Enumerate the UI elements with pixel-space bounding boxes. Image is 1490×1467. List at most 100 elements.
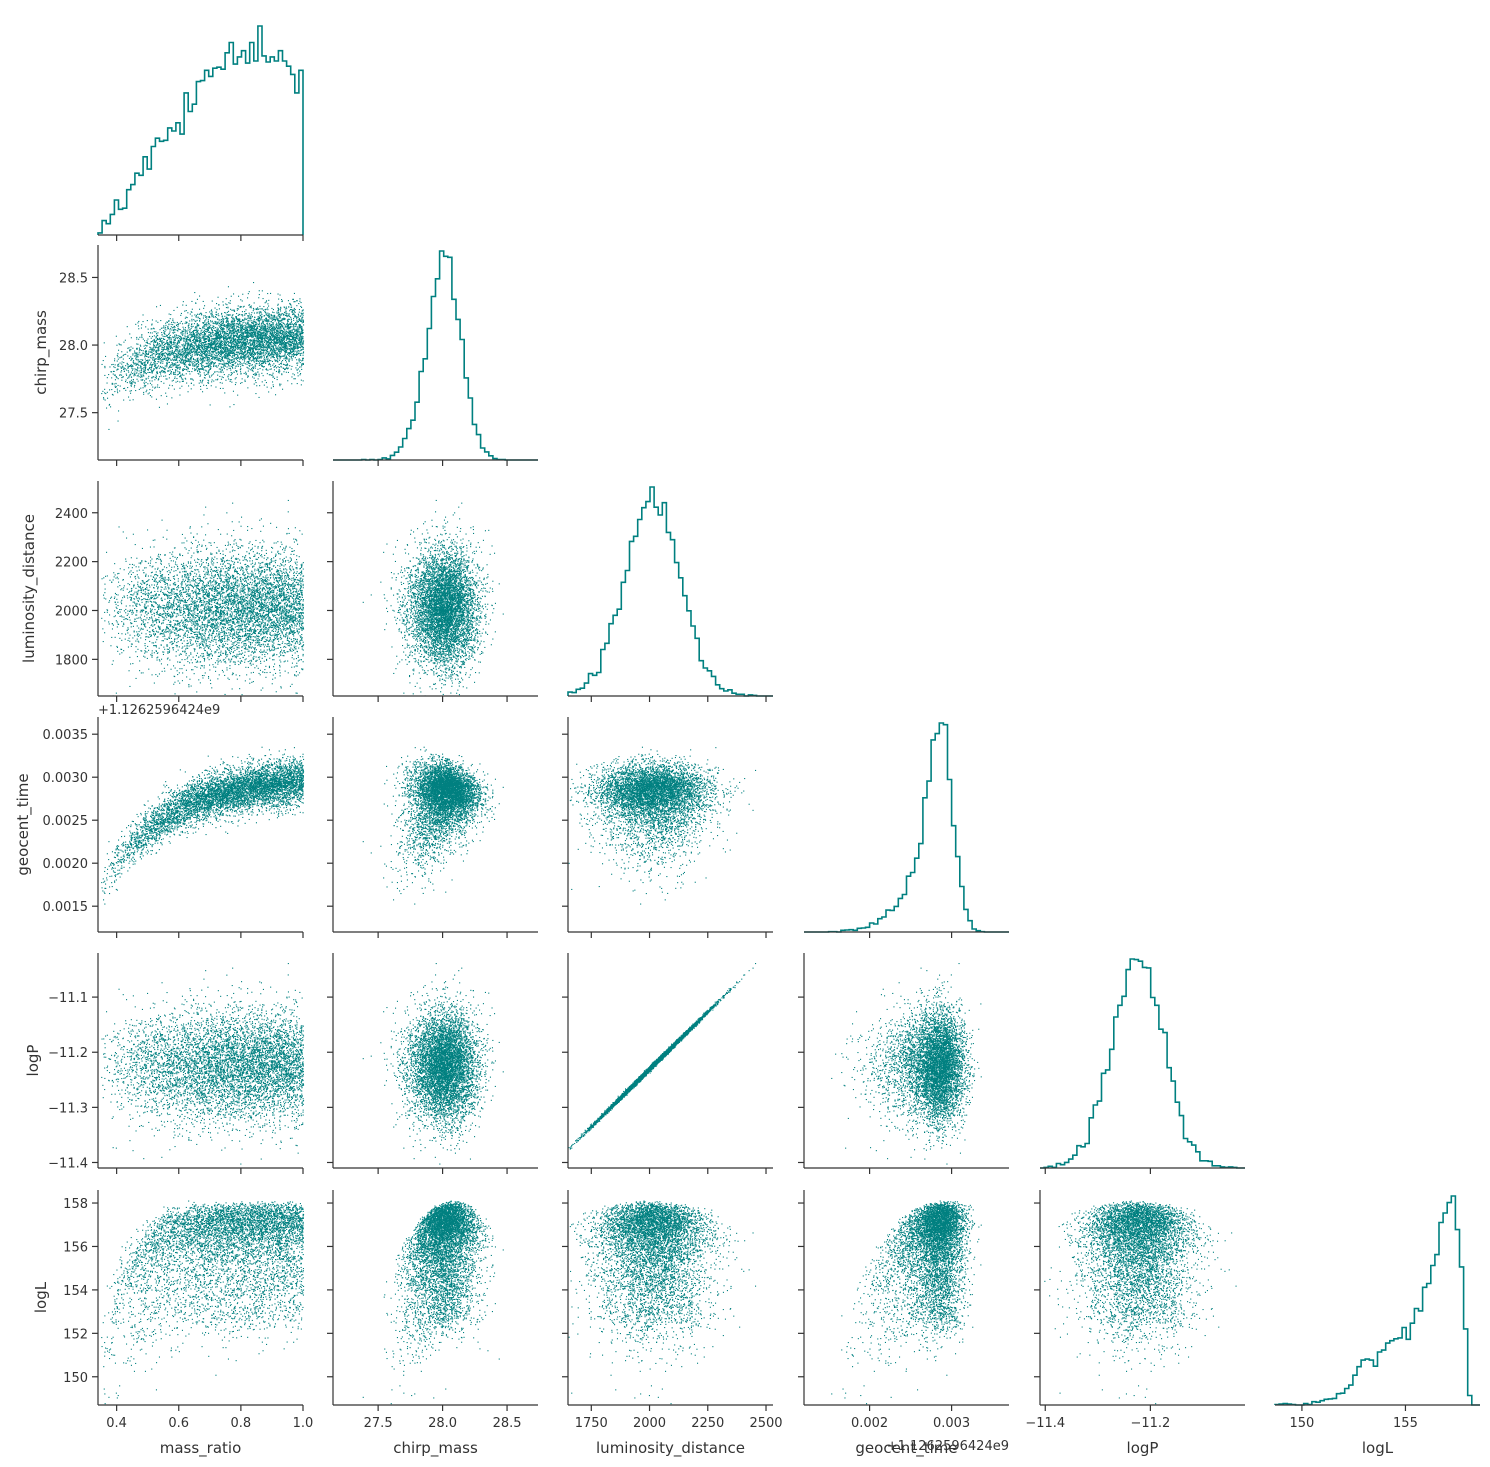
- point: [271, 375, 272, 376]
- point: [238, 308, 239, 309]
- point: [267, 334, 268, 335]
- point: [207, 358, 208, 359]
- point: [216, 346, 217, 347]
- point: [281, 314, 282, 315]
- point: [122, 366, 123, 367]
- point: [151, 384, 152, 385]
- point: [230, 370, 231, 371]
- panel-chirp_mass-vs-mass_ratio: 27.528.028.5: [59, 245, 304, 466]
- point: [282, 332, 283, 333]
- point: [244, 358, 245, 359]
- point: [179, 338, 180, 339]
- point: [191, 319, 192, 320]
- point: [163, 336, 164, 337]
- point: [267, 293, 268, 294]
- point: [247, 339, 248, 340]
- point: [120, 363, 121, 364]
- point: [205, 317, 206, 318]
- point: [264, 319, 265, 320]
- point: [179, 395, 180, 396]
- point: [141, 336, 142, 337]
- point: [244, 380, 245, 381]
- point: [249, 304, 250, 305]
- point: [298, 375, 299, 376]
- point: [260, 348, 261, 349]
- point: [167, 403, 168, 404]
- point: [152, 371, 153, 372]
- point: [115, 386, 116, 387]
- point: [300, 306, 301, 307]
- point: [212, 321, 213, 322]
- point: [155, 354, 156, 355]
- point: [152, 357, 153, 358]
- point: [272, 381, 273, 382]
- point: [254, 327, 255, 328]
- point: [143, 387, 144, 388]
- point: [152, 350, 153, 351]
- point: [152, 380, 153, 381]
- point: [272, 312, 273, 313]
- point: [193, 326, 194, 327]
- point: [278, 332, 279, 333]
- point: [249, 314, 250, 315]
- point: [265, 380, 266, 381]
- point: [208, 362, 209, 363]
- point: [149, 365, 150, 366]
- point: [150, 332, 151, 333]
- point: [133, 379, 134, 380]
- point: [150, 395, 151, 396]
- point: [233, 293, 234, 294]
- point: [147, 320, 148, 321]
- point: [129, 376, 130, 377]
- point: [179, 376, 180, 377]
- point: [257, 353, 258, 354]
- point: [217, 322, 218, 323]
- point: [199, 347, 200, 348]
- point: [117, 366, 118, 367]
- point: [227, 318, 228, 319]
- point: [285, 332, 286, 333]
- point: [216, 340, 217, 341]
- point: [261, 373, 262, 374]
- point: [271, 339, 272, 340]
- point: [189, 320, 190, 321]
- point: [165, 352, 166, 353]
- point: [231, 348, 232, 349]
- point: [224, 335, 225, 336]
- point: [185, 365, 186, 366]
- point: [185, 358, 186, 359]
- point: [221, 372, 222, 373]
- point: [193, 363, 194, 364]
- point: [270, 360, 271, 361]
- point: [231, 296, 232, 297]
- point: [298, 317, 299, 318]
- point: [129, 400, 130, 401]
- point: [196, 353, 197, 354]
- point: [265, 349, 266, 350]
- point: [167, 355, 168, 356]
- point: [203, 301, 204, 302]
- point: [209, 358, 210, 359]
- point: [152, 373, 153, 374]
- point: [186, 317, 187, 318]
- point: [277, 313, 278, 314]
- point: [245, 309, 246, 310]
- point: [207, 388, 208, 389]
- point: [188, 323, 189, 324]
- point: [231, 372, 232, 373]
- point: [271, 308, 272, 309]
- point: [183, 327, 184, 328]
- point: [185, 323, 186, 324]
- point: [247, 326, 248, 327]
- point: [299, 351, 300, 352]
- point: [143, 376, 144, 377]
- point: [205, 358, 206, 359]
- point: [212, 334, 213, 335]
- point: [274, 359, 275, 360]
- point: [296, 359, 297, 360]
- point: [266, 301, 267, 302]
- point: [193, 361, 194, 362]
- point: [199, 354, 200, 355]
- point: [274, 367, 275, 368]
- point: [189, 327, 190, 328]
